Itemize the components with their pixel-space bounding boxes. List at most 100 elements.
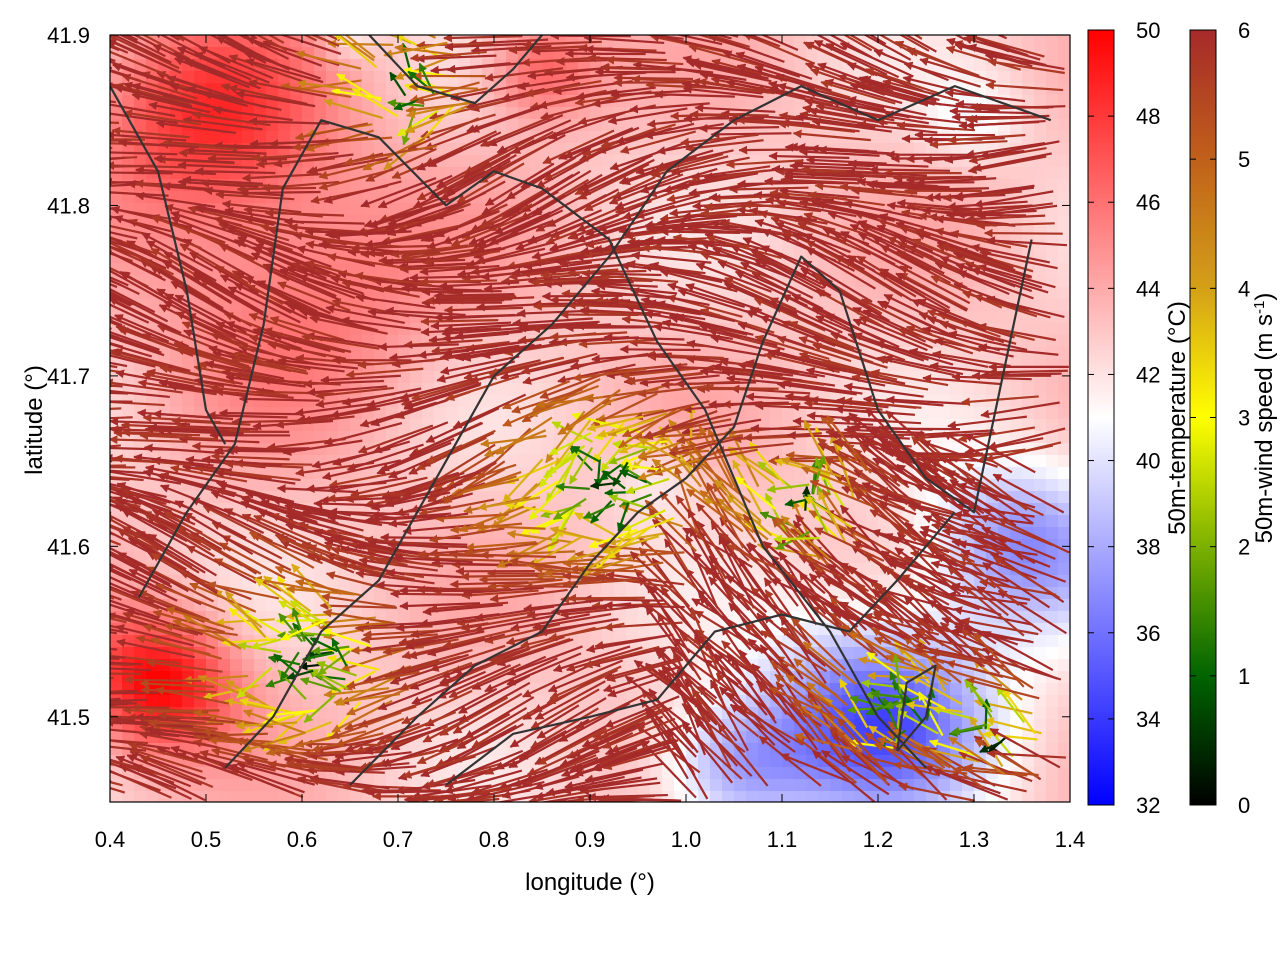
heatmap-cell [398, 611, 411, 624]
heatmap-cell [194, 239, 207, 252]
heatmap-cell [950, 683, 963, 696]
heatmap-cell [842, 551, 855, 564]
heatmap-cell [326, 215, 339, 228]
heatmap-cell [794, 779, 807, 792]
heatmap-cell [998, 395, 1011, 408]
heatmap-cell [866, 287, 879, 300]
heatmap-cell [230, 155, 243, 168]
heatmap-cell [1034, 467, 1047, 480]
heatmap-cell [146, 671, 159, 684]
heatmap-cell [482, 395, 495, 408]
heatmap-cell [278, 143, 291, 156]
heatmap-cell [986, 467, 999, 480]
heatmap-cell [1034, 239, 1047, 252]
heatmap-cell [218, 395, 231, 408]
heatmap-cell [1034, 707, 1047, 720]
heatmap-cell [350, 95, 363, 108]
heatmap-cell [230, 791, 243, 802]
heatmap-cell [266, 131, 279, 144]
heatmap-cell [182, 359, 195, 372]
heatmap-cell [1010, 71, 1023, 84]
heatmap-cell [710, 779, 723, 792]
heatmap-cell [698, 767, 711, 780]
heatmap-cell [410, 611, 423, 624]
heatmap-cell [194, 791, 207, 802]
heatmap-cell [914, 131, 927, 144]
heatmap-cell [494, 383, 507, 396]
heatmap-cell [146, 791, 159, 802]
heatmap-cell [482, 419, 495, 432]
heatmap-cell [206, 683, 219, 696]
heatmap-cell [962, 731, 975, 744]
heatmap-cell [194, 71, 207, 84]
heatmap-cell [350, 203, 363, 216]
heatmap-cell [290, 143, 303, 156]
heatmap-cell [518, 383, 531, 396]
heatmap-cell [278, 131, 291, 144]
heatmap-cell [182, 443, 195, 456]
heatmap-cell [758, 167, 771, 180]
heatmap-cell [506, 311, 519, 324]
heatmap-cell [1034, 95, 1047, 108]
heatmap-cell [962, 383, 975, 396]
heatmap-cell [938, 107, 951, 120]
heatmap-cell [602, 155, 615, 168]
heatmap-cell [314, 371, 327, 384]
heatmap-cell [242, 431, 255, 444]
heatmap-cell [866, 563, 879, 576]
heatmap-cell [974, 311, 987, 324]
heatmap-cell [974, 407, 987, 420]
heatmap-cell [554, 407, 567, 420]
heatmap-cell [506, 599, 519, 612]
heatmap-cell [962, 131, 975, 144]
heatmap-cell [362, 347, 375, 360]
heatmap-cell [434, 407, 447, 420]
heatmap-cell [230, 395, 243, 408]
heatmap-cell [962, 695, 975, 708]
heatmap-cell [242, 779, 255, 792]
heatmap-cell [950, 395, 963, 408]
heatmap-cell [806, 131, 819, 144]
heatmap-cell [1022, 35, 1035, 48]
heatmap-cell [302, 491, 315, 504]
heatmap-cell [146, 479, 159, 492]
heatmap-cell [1010, 467, 1023, 480]
heatmap-cell [770, 779, 783, 792]
heatmap-cell [350, 215, 363, 228]
heatmap-cell [110, 359, 123, 372]
heatmap-cell [794, 743, 807, 756]
heatmap-cell [386, 659, 399, 672]
heatmap-cell [518, 167, 531, 180]
heatmap-cell [1034, 359, 1047, 372]
heatmap-cell [110, 107, 123, 120]
heatmap-cell [206, 659, 219, 672]
heatmap-cell [794, 59, 807, 72]
heatmap-cell [434, 359, 447, 372]
heatmap-cell [950, 383, 963, 396]
heatmap-cell [902, 719, 915, 732]
heatmap-cell [326, 203, 339, 216]
heatmap-cell [986, 359, 999, 372]
heatmap-cell [1022, 359, 1035, 372]
heatmap-cell [854, 647, 867, 660]
heatmap-cell [926, 119, 939, 132]
heatmap-cell [662, 395, 675, 408]
heatmap-cell [242, 647, 255, 660]
heatmap-cell [422, 167, 435, 180]
heatmap-cell [302, 683, 315, 696]
heatmap-cell [314, 443, 327, 456]
heatmap-cell [746, 407, 759, 420]
heatmap-cell [218, 599, 231, 612]
heatmap-cell [602, 515, 615, 528]
heatmap-cell [1022, 479, 1035, 492]
heatmap-cell [110, 191, 123, 204]
heatmap-cell [1034, 635, 1047, 648]
heatmap-cell [518, 443, 531, 456]
heatmap-cell [218, 167, 231, 180]
heatmap-cell [950, 131, 963, 144]
heatmap-cell [854, 503, 867, 516]
heatmap-cell [230, 707, 243, 720]
heatmap-cell [662, 335, 675, 348]
heatmap-cell [422, 371, 435, 384]
heatmap-cell [146, 695, 159, 708]
